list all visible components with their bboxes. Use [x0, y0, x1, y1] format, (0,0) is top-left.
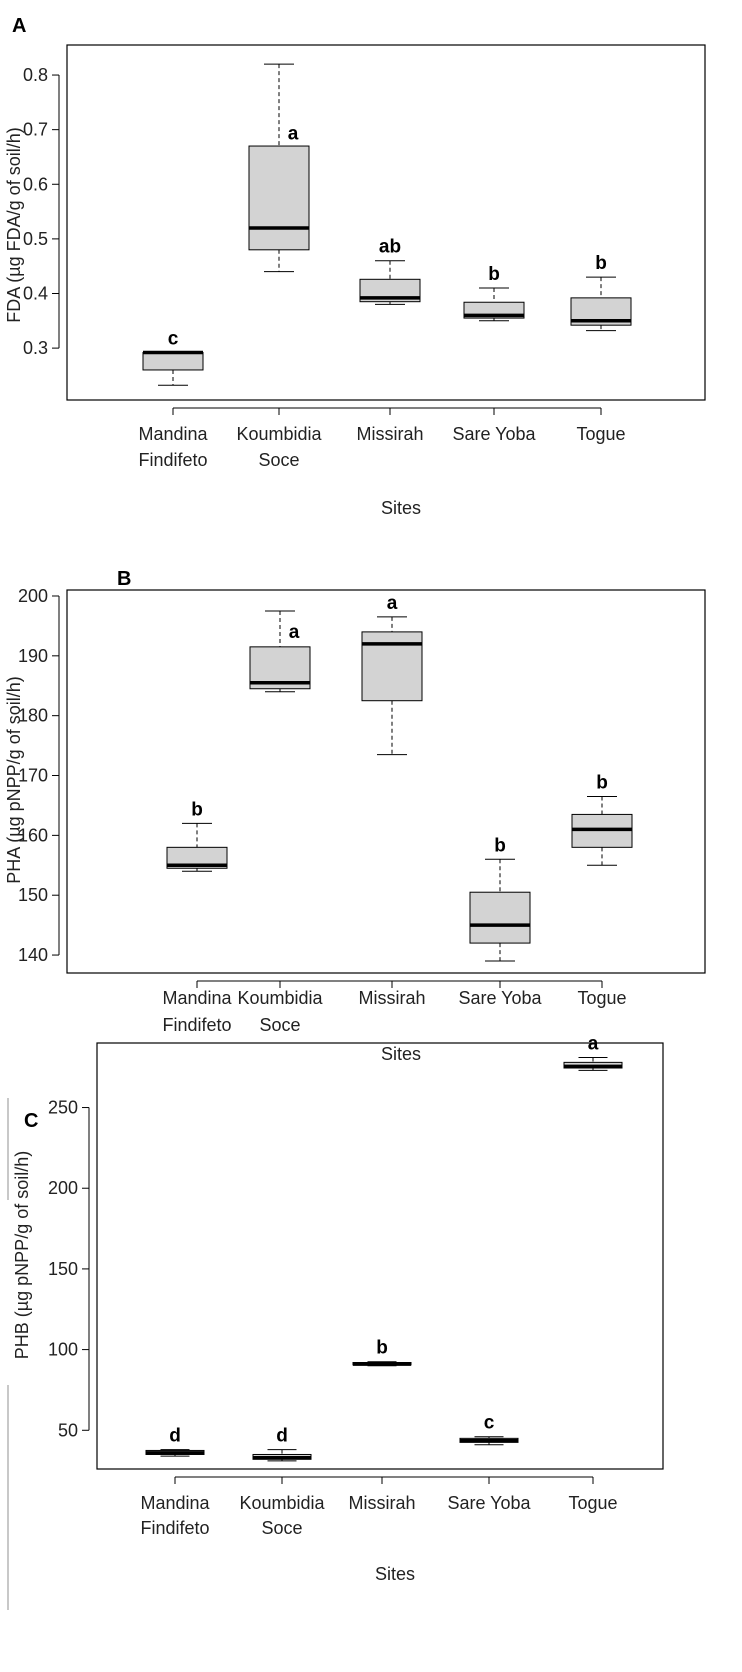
significance-letter: b	[376, 1338, 388, 1359]
y-tick-label: 140	[18, 945, 48, 965]
y-tick-label: 0.4	[23, 284, 48, 304]
significance-letter: b	[488, 264, 500, 285]
x-category-label: Findifeto	[140, 1518, 209, 1538]
box-4: b	[463, 264, 525, 322]
x-category-label: Soce	[258, 450, 299, 470]
y-axis-title: FDA (µg FDA/g of soil/h)	[4, 127, 24, 322]
y-tick-label: 250	[48, 1098, 78, 1118]
y-tick-label: 0.7	[23, 120, 48, 140]
y-tick-label: 100	[48, 1340, 78, 1360]
x-category-label: Missirah	[348, 1493, 415, 1513]
x-category-label: Missirah	[356, 424, 423, 444]
y-tick-label: 0.3	[23, 338, 48, 358]
x-category-label: Sare Yoba	[447, 1493, 531, 1513]
box-2: d	[252, 1426, 312, 1462]
box-5: b	[570, 253, 632, 332]
y-tick-label: 170	[18, 766, 48, 786]
box-5: b	[571, 772, 633, 866]
significance-letter: d	[169, 1426, 181, 1447]
y-tick-label: 200	[48, 1178, 78, 1198]
x-category-label: Koumbidia	[236, 424, 322, 444]
significance-letter: c	[168, 328, 179, 349]
panel-label: B	[117, 568, 131, 590]
iqr-box	[469, 891, 531, 944]
x-category-label: Togue	[568, 1493, 617, 1513]
box-2: a	[248, 63, 310, 273]
x-category-label: Sare Yoba	[452, 424, 536, 444]
x-category-label: Togue	[576, 424, 625, 444]
significance-letter: a	[289, 622, 300, 643]
box-3: b	[352, 1338, 412, 1367]
box-4: b	[469, 835, 531, 962]
x-category-label: Soce	[259, 1015, 300, 1035]
y-axis-title: PHB (µg pNPP/g of soil/h)	[12, 1151, 32, 1359]
plot-frame	[96, 1042, 664, 1470]
x-category-label: Togue	[577, 988, 626, 1008]
box-3: a	[361, 593, 423, 756]
x-category-label: Sare Yoba	[458, 988, 542, 1008]
panel-c: C 50 100 150 200 250 d d b c a Mandina Findifeto Koum…	[12, 1034, 664, 1584]
panel-a: A 0.3 0.4 0.5 0.6 0.7 0.8 c a ab b b Mandina Findifet…	[4, 15, 706, 518]
y-tick-label: 160	[18, 825, 48, 845]
significance-letter: b	[596, 772, 608, 793]
panel-label: A	[12, 15, 26, 37]
y-tick-label: 200	[18, 586, 48, 606]
box-4: c	[459, 1413, 519, 1446]
x-category-label: Findifeto	[138, 450, 207, 470]
x-axis-title: Sites	[381, 1044, 421, 1064]
y-tick-label: 150	[18, 885, 48, 905]
iqr-box	[142, 351, 204, 371]
y-tick-label: 190	[18, 646, 48, 666]
significance-letter: b	[494, 835, 506, 856]
y-tick-label: 180	[18, 706, 48, 726]
x-axis-title: Sites	[375, 1564, 415, 1584]
box-5: a	[563, 1034, 623, 1071]
y-tick-label: 0.5	[23, 229, 48, 249]
x-category-label: Mandina	[162, 988, 232, 1008]
box-2: a	[249, 610, 311, 693]
panel-b: B 140 150 160 170 180 190 200 b a a b b Mandina Findif…	[4, 568, 706, 1064]
x-category-label: Koumbidia	[239, 1493, 325, 1513]
significance-letter: a	[588, 1034, 599, 1055]
box-1: d	[145, 1426, 205, 1457]
y-tick-label: 0.8	[23, 65, 48, 85]
x-category-label: Mandina	[138, 424, 208, 444]
y-tick-label: 150	[48, 1259, 78, 1279]
iqr-box	[166, 846, 228, 869]
iqr-box	[248, 145, 310, 251]
panel-label: C	[24, 1110, 38, 1132]
y-tick-label: 0.6	[23, 174, 48, 194]
y-axis-title: PHA (µg pNPP/g of soil/h)	[4, 676, 24, 883]
x-category-label: Missirah	[358, 988, 425, 1008]
y-tick-label: 50	[58, 1420, 78, 1440]
box-3: ab	[359, 237, 421, 305]
x-category-label: Koumbidia	[237, 988, 323, 1008]
iqr-box	[359, 278, 421, 303]
x-category-label: Mandina	[140, 1493, 210, 1513]
box-1: b	[166, 799, 228, 872]
significance-letter: b	[595, 253, 607, 274]
significance-letter: a	[288, 124, 299, 145]
box-1: c	[142, 328, 204, 386]
x-category-label: Findifeto	[162, 1015, 231, 1035]
plot-frame	[66, 44, 706, 401]
x-category-label: Soce	[261, 1518, 302, 1538]
significance-letter: b	[191, 799, 203, 820]
significance-letter: a	[387, 593, 398, 614]
significance-letter: d	[276, 1426, 288, 1447]
significance-letter: c	[484, 1413, 495, 1434]
x-axis-title: Sites	[381, 498, 421, 518]
significance-letter: ab	[379, 237, 401, 258]
plot-frame	[66, 589, 706, 974]
